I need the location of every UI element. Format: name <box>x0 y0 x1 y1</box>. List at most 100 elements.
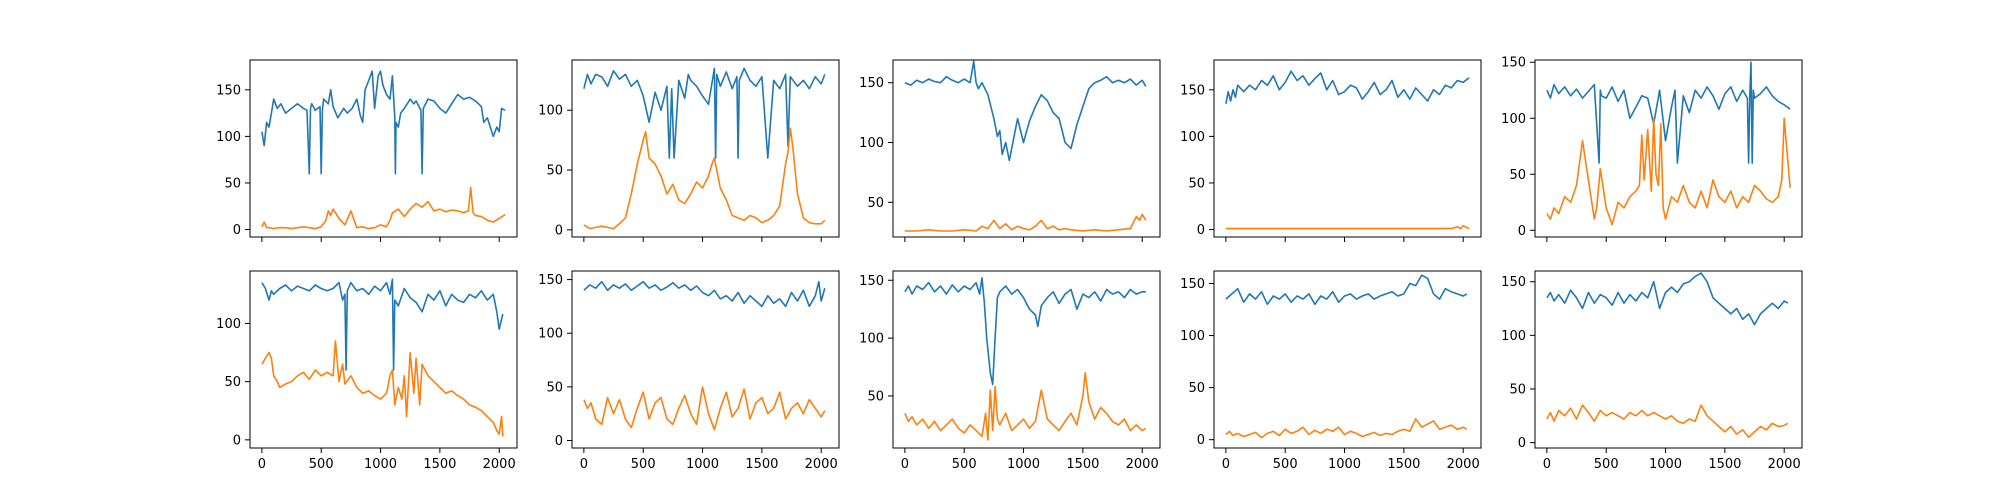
y-tick-label: 100 <box>859 332 884 347</box>
axes-frame <box>571 59 840 238</box>
series-1-line <box>1546 272 1789 326</box>
y-tick-label: 100 <box>538 327 563 342</box>
x-tick-label: 1500 <box>1387 457 1420 472</box>
y-tick-label: 150 <box>538 273 563 288</box>
y-tick-label: 0 <box>555 223 563 238</box>
y-tick-label: 50 <box>224 375 241 390</box>
y-tick-label: 0 <box>1518 224 1526 239</box>
axes-frame <box>1213 270 1482 449</box>
y-tick-label: 100 <box>1501 112 1526 127</box>
x-tick-label: 1500 <box>423 457 456 472</box>
series-1-line <box>261 70 506 175</box>
y-tick-label: 50 <box>546 164 563 179</box>
x-tick-label: 2000 <box>483 457 516 472</box>
x-tick-label: 1000 <box>1649 457 1682 472</box>
subplot-2: 0 50 100 <box>538 59 840 242</box>
y-tick-label: 100 <box>1180 130 1205 145</box>
series-2-line <box>261 340 504 437</box>
axes-frame <box>892 59 1161 238</box>
y-tick-label: 100 <box>1180 329 1205 344</box>
x-tick-label: 1000 <box>686 457 719 472</box>
subplot-5: 0 50 100 150 <box>1501 56 1803 242</box>
subplot-3: 50 100 150 <box>859 59 1161 242</box>
series-2-line <box>583 386 826 431</box>
axes-frame <box>249 270 518 449</box>
series-2-line <box>1225 417 1468 439</box>
y-tick-label: 50 <box>1188 381 1205 396</box>
x-tick-label: 500 <box>631 457 656 472</box>
series-2-line <box>1546 117 1791 226</box>
y-tick-label: 100 <box>859 136 884 151</box>
subplot-1: 0 50 100 150 <box>216 59 518 242</box>
x-tick-label: 0 <box>901 457 909 472</box>
axes-frame <box>1213 59 1482 238</box>
x-tick-label: 500 <box>309 457 334 472</box>
axes-frame <box>1534 270 1803 449</box>
series-1-line <box>583 280 826 308</box>
y-tick-label: 50 <box>1188 176 1205 191</box>
y-tick-label: 100 <box>538 104 563 119</box>
axes-frame <box>571 270 840 449</box>
y-tick-label: 50 <box>1509 168 1526 183</box>
series-2-line <box>261 186 506 230</box>
y-tick-label: 150 <box>216 83 241 98</box>
axes-frame <box>892 270 1161 449</box>
series-1-line <box>1225 70 1470 104</box>
x-tick-label: 2000 <box>1768 457 1801 472</box>
y-tick-label: 0 <box>1197 433 1205 448</box>
x-tick-label: 500 <box>1273 457 1298 472</box>
y-tick-label: 50 <box>1509 383 1526 398</box>
y-tick-label: 0 <box>555 434 563 449</box>
series-1-line <box>904 60 1147 162</box>
series-2-line <box>583 127 826 230</box>
x-tick-label: 1000 <box>1328 457 1361 472</box>
x-tick-label: 0 <box>1543 457 1551 472</box>
series-2-line <box>904 213 1147 232</box>
x-tick-label: 2000 <box>1447 457 1480 472</box>
x-tick-label: 1000 <box>1007 457 1040 472</box>
y-tick-label: 50 <box>546 380 563 395</box>
series-1-line <box>1225 274 1468 306</box>
x-tick-label: 2000 <box>805 457 838 472</box>
y-tick-label: 0 <box>1518 436 1526 451</box>
series-1-line <box>1546 61 1791 164</box>
x-tick-label: 1000 <box>364 457 397 472</box>
x-tick-label: 1500 <box>1066 457 1099 472</box>
y-tick-label: 100 <box>216 130 241 145</box>
y-tick-label: 50 <box>224 176 241 191</box>
y-tick-label: 150 <box>1180 277 1205 292</box>
series-1-line <box>904 277 1146 386</box>
x-tick-label: 1500 <box>1708 457 1741 472</box>
x-tick-label: 500 <box>1594 457 1619 472</box>
y-tick-label: 50 <box>867 196 884 211</box>
subplot-4: 0 50 100 150 <box>1180 59 1482 242</box>
x-tick-label: 0 <box>258 457 266 472</box>
y-tick-label: 0 <box>233 433 241 448</box>
y-tick-label: 150 <box>859 274 884 289</box>
y-tick-label: 150 <box>1501 275 1526 290</box>
y-tick-label: 50 <box>867 389 884 404</box>
y-tick-label: 0 <box>1197 223 1205 238</box>
series-1-line <box>583 67 826 159</box>
y-tick-label: 100 <box>1501 329 1526 344</box>
y-tick-label: 100 <box>216 317 241 332</box>
series-2-line <box>904 371 1147 441</box>
series-2-line <box>1225 225 1470 230</box>
series-2-line <box>1546 404 1789 439</box>
y-tick-label: 150 <box>1501 56 1526 71</box>
series-1-line <box>261 278 504 371</box>
y-tick-label: 0 <box>233 223 241 238</box>
x-tick-label: 0 <box>1222 457 1230 472</box>
y-tick-label: 150 <box>859 76 884 91</box>
y-tick-label: 150 <box>1180 83 1205 98</box>
x-tick-label: 2000 <box>1126 457 1159 472</box>
x-tick-label: 500 <box>952 457 977 472</box>
x-tick-label: 1500 <box>745 457 778 472</box>
x-tick-label: 0 <box>580 457 588 472</box>
